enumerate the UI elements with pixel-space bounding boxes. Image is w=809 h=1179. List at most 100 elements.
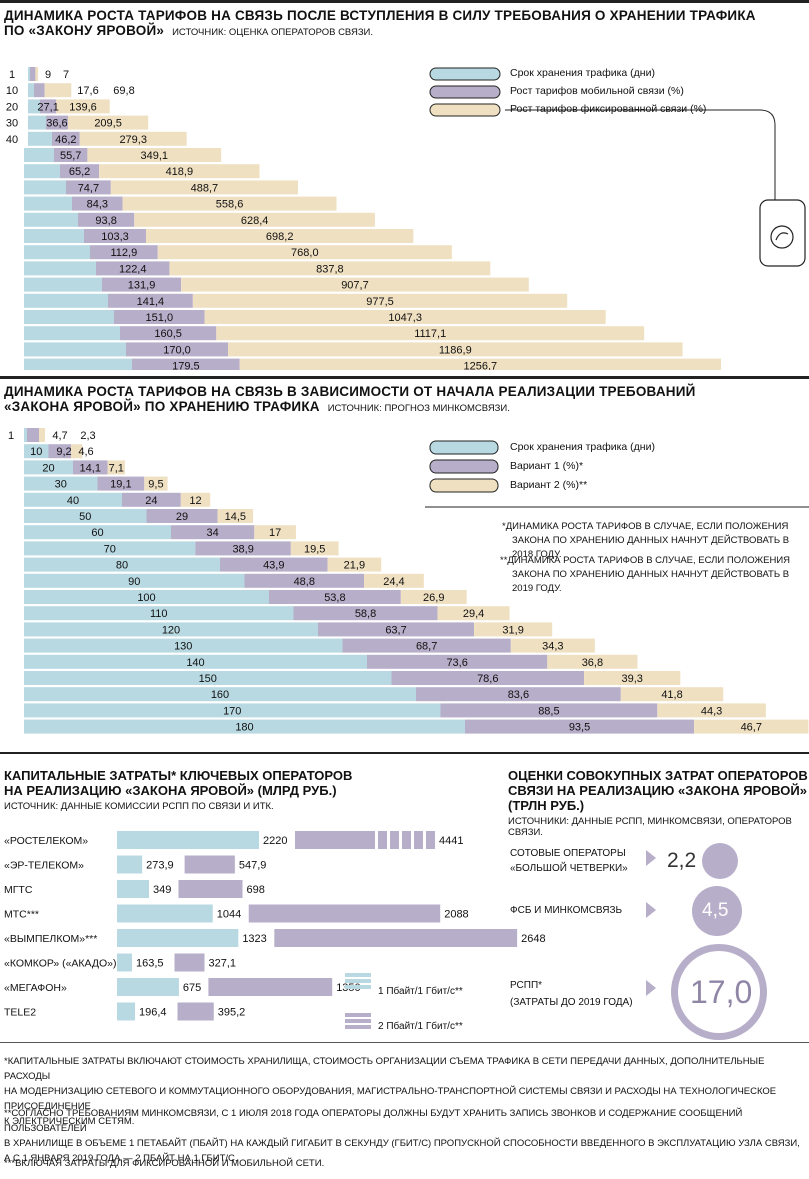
- bar-2pb: [174, 953, 205, 972]
- value-label-variant2: 14,5: [225, 511, 246, 523]
- bar-break-mark: [423, 831, 426, 849]
- value-label-variant2: 36,8: [582, 657, 603, 669]
- note1-line2: ЗАКОНА ПО ХРАНЕНИЮ ДАННЫХ НАЧНУТ ДЕЙСТВО…: [512, 535, 790, 560]
- bar-mobile: [66, 180, 111, 195]
- value-label-variant2: 21,9: [344, 560, 365, 572]
- value-label-1pb: 349: [153, 884, 171, 896]
- bar-fixed: [157, 245, 452, 260]
- bar-retention: [24, 509, 147, 523]
- section1-source: ИСТОЧНИК: ОЦЕНКА ОПЕРАТОРОВ СВЯЗИ.: [172, 27, 374, 38]
- section3-legend-graphics: [345, 973, 371, 1029]
- value-label-1pb: 196,4: [139, 1007, 167, 1019]
- value-label-fixed: 69,8: [113, 85, 134, 97]
- value-label-mobile: 141,4: [137, 296, 165, 308]
- operator-label: МГТС: [4, 884, 33, 896]
- value-label-mobile: 9: [45, 69, 51, 81]
- bar-fixed: [181, 277, 529, 292]
- category-label-days: 80: [116, 560, 128, 572]
- bar-2pb: [208, 978, 333, 996]
- category-label-days: 140: [186, 657, 204, 669]
- value-label-fixed: 768,0: [291, 247, 319, 259]
- bar-retention: [24, 492, 122, 507]
- bar-variant1: [122, 492, 181, 507]
- bar-retention: [24, 573, 245, 588]
- value-label-fixed: 349,1: [141, 150, 169, 162]
- value-label-fixed: 1117,1: [414, 328, 446, 340]
- category-label-days: 180: [235, 722, 253, 734]
- bar-1pb: [117, 855, 143, 874]
- bar-mobile: [60, 164, 100, 179]
- operator-label: «РОСТЕЛЕКОМ»: [4, 835, 88, 847]
- category-label-days: 30: [55, 479, 67, 491]
- footnote-3: ***ВКЛЮЧАЯ ЗАТРАТЫ ДЛЯ ФИКСИРОВАННОЙ И М…: [4, 1158, 325, 1169]
- bar-variant2: [584, 671, 681, 685]
- bar-retention: [24, 444, 49, 459]
- value-label-mobile: 84,3: [87, 199, 108, 211]
- operator-label: «МЕГАФОН»: [4, 982, 67, 994]
- category-label-days: 90: [128, 576, 140, 588]
- bar-retention: [28, 99, 40, 114]
- value-label-variant1: 19,1: [110, 479, 131, 491]
- value-label-variant2: 2,3: [80, 430, 95, 442]
- bar-variant1: [97, 476, 145, 491]
- value-label-2pb: 2088: [444, 909, 468, 921]
- value-label-mobile: 55,7: [60, 150, 81, 162]
- value-label-fixed: 209,5: [94, 118, 122, 130]
- value-label-variant1: 83,6: [508, 689, 529, 701]
- bar-variant1: [73, 460, 108, 475]
- bar-retention: [28, 115, 46, 130]
- value-label-fixed: 279,3: [119, 134, 147, 146]
- bar-variant1: [293, 606, 438, 621]
- operator-label: TELE2: [4, 1007, 36, 1019]
- category-label-days: 60: [91, 527, 103, 539]
- bar-2pb: [248, 904, 441, 923]
- bar-variant1: [146, 509, 218, 523]
- value-label-variant1: 78,6: [477, 673, 498, 685]
- section3-title-line2: НА РЕАЛИЗАЦИЮ «ЗАКОНА ЯРОВОЙ» (МЛРД РУБ.…: [4, 783, 337, 798]
- bar-variant2: [217, 509, 254, 523]
- value-label-variant2: 29,4: [463, 608, 484, 620]
- bar-mobile: [34, 83, 45, 98]
- estimate-value-big4: 2,2: [667, 849, 697, 872]
- value-label-variant2: 19,5: [304, 543, 325, 555]
- value-label-fixed: 698,2: [266, 231, 294, 243]
- bar-mobile: [72, 196, 123, 211]
- footnotes-rule: [0, 1042, 809, 1043]
- bar-mobile: [114, 310, 205, 324]
- value-label-variant2: 39,3: [622, 673, 643, 685]
- bar-fixed: [204, 310, 606, 324]
- bar-variant1: [27, 428, 39, 442]
- bar-fixed: [134, 212, 375, 227]
- bar-variant2: [144, 476, 168, 491]
- value-label-mobile: 93,8: [95, 215, 116, 227]
- bar-fixed: [35, 67, 39, 81]
- bar-mobile: [96, 261, 170, 276]
- value-label-variant1: 58,8: [355, 608, 376, 620]
- bar-variant2: [657, 703, 766, 718]
- bar-variant2: [107, 460, 125, 475]
- bar-retention: [24, 638, 343, 653]
- value-label-variant1: 29: [176, 511, 188, 523]
- section4-title-line3: (ТРЛН РУБ.): [508, 798, 585, 813]
- value-label-variant2: 17: [269, 527, 281, 539]
- value-label-mobile: 151,0: [146, 312, 174, 324]
- value-label-1pb: 675: [183, 982, 201, 994]
- bar-retention: [24, 590, 269, 604]
- circle-rspp-inner: [678, 951, 760, 1033]
- bar-mobile: [126, 342, 228, 357]
- value-label-variant2: 26,9: [423, 592, 444, 604]
- bar-2pb: [178, 880, 243, 898]
- value-label-mobile: 170,0: [163, 344, 191, 356]
- value-label-variant1: 14,1: [80, 462, 101, 474]
- category-label-days: 120: [162, 624, 180, 636]
- bar-retention: [28, 131, 52, 146]
- bar-break-mark: [375, 831, 378, 849]
- value-label-variant1: 4,7: [52, 430, 67, 442]
- legend3-1pb: 1 Пбайт/1 Гбит/с**: [378, 986, 463, 997]
- legend1-mobile: Рост тарифов мобильной связи (%): [510, 85, 684, 97]
- bar-variant2: [620, 687, 724, 702]
- value-label-fixed: 907,7: [341, 280, 369, 292]
- estimate-label-big4: СОТОВЫЕ ОПЕРАТОРЫ «БОЛЬШОЙ ЧЕТВЕРКИ»: [510, 846, 628, 876]
- footnote2-line1: **СОГЛАСНО ТРЕБОВАНИЯМ МИНКОМСВЯЗИ, С 1 …: [4, 1108, 743, 1134]
- section1-title-line1: ДИНАМИКА РОСТА ТАРИФОВ НА СВЯЗЬ ПОСЛЕ ВС…: [4, 8, 756, 23]
